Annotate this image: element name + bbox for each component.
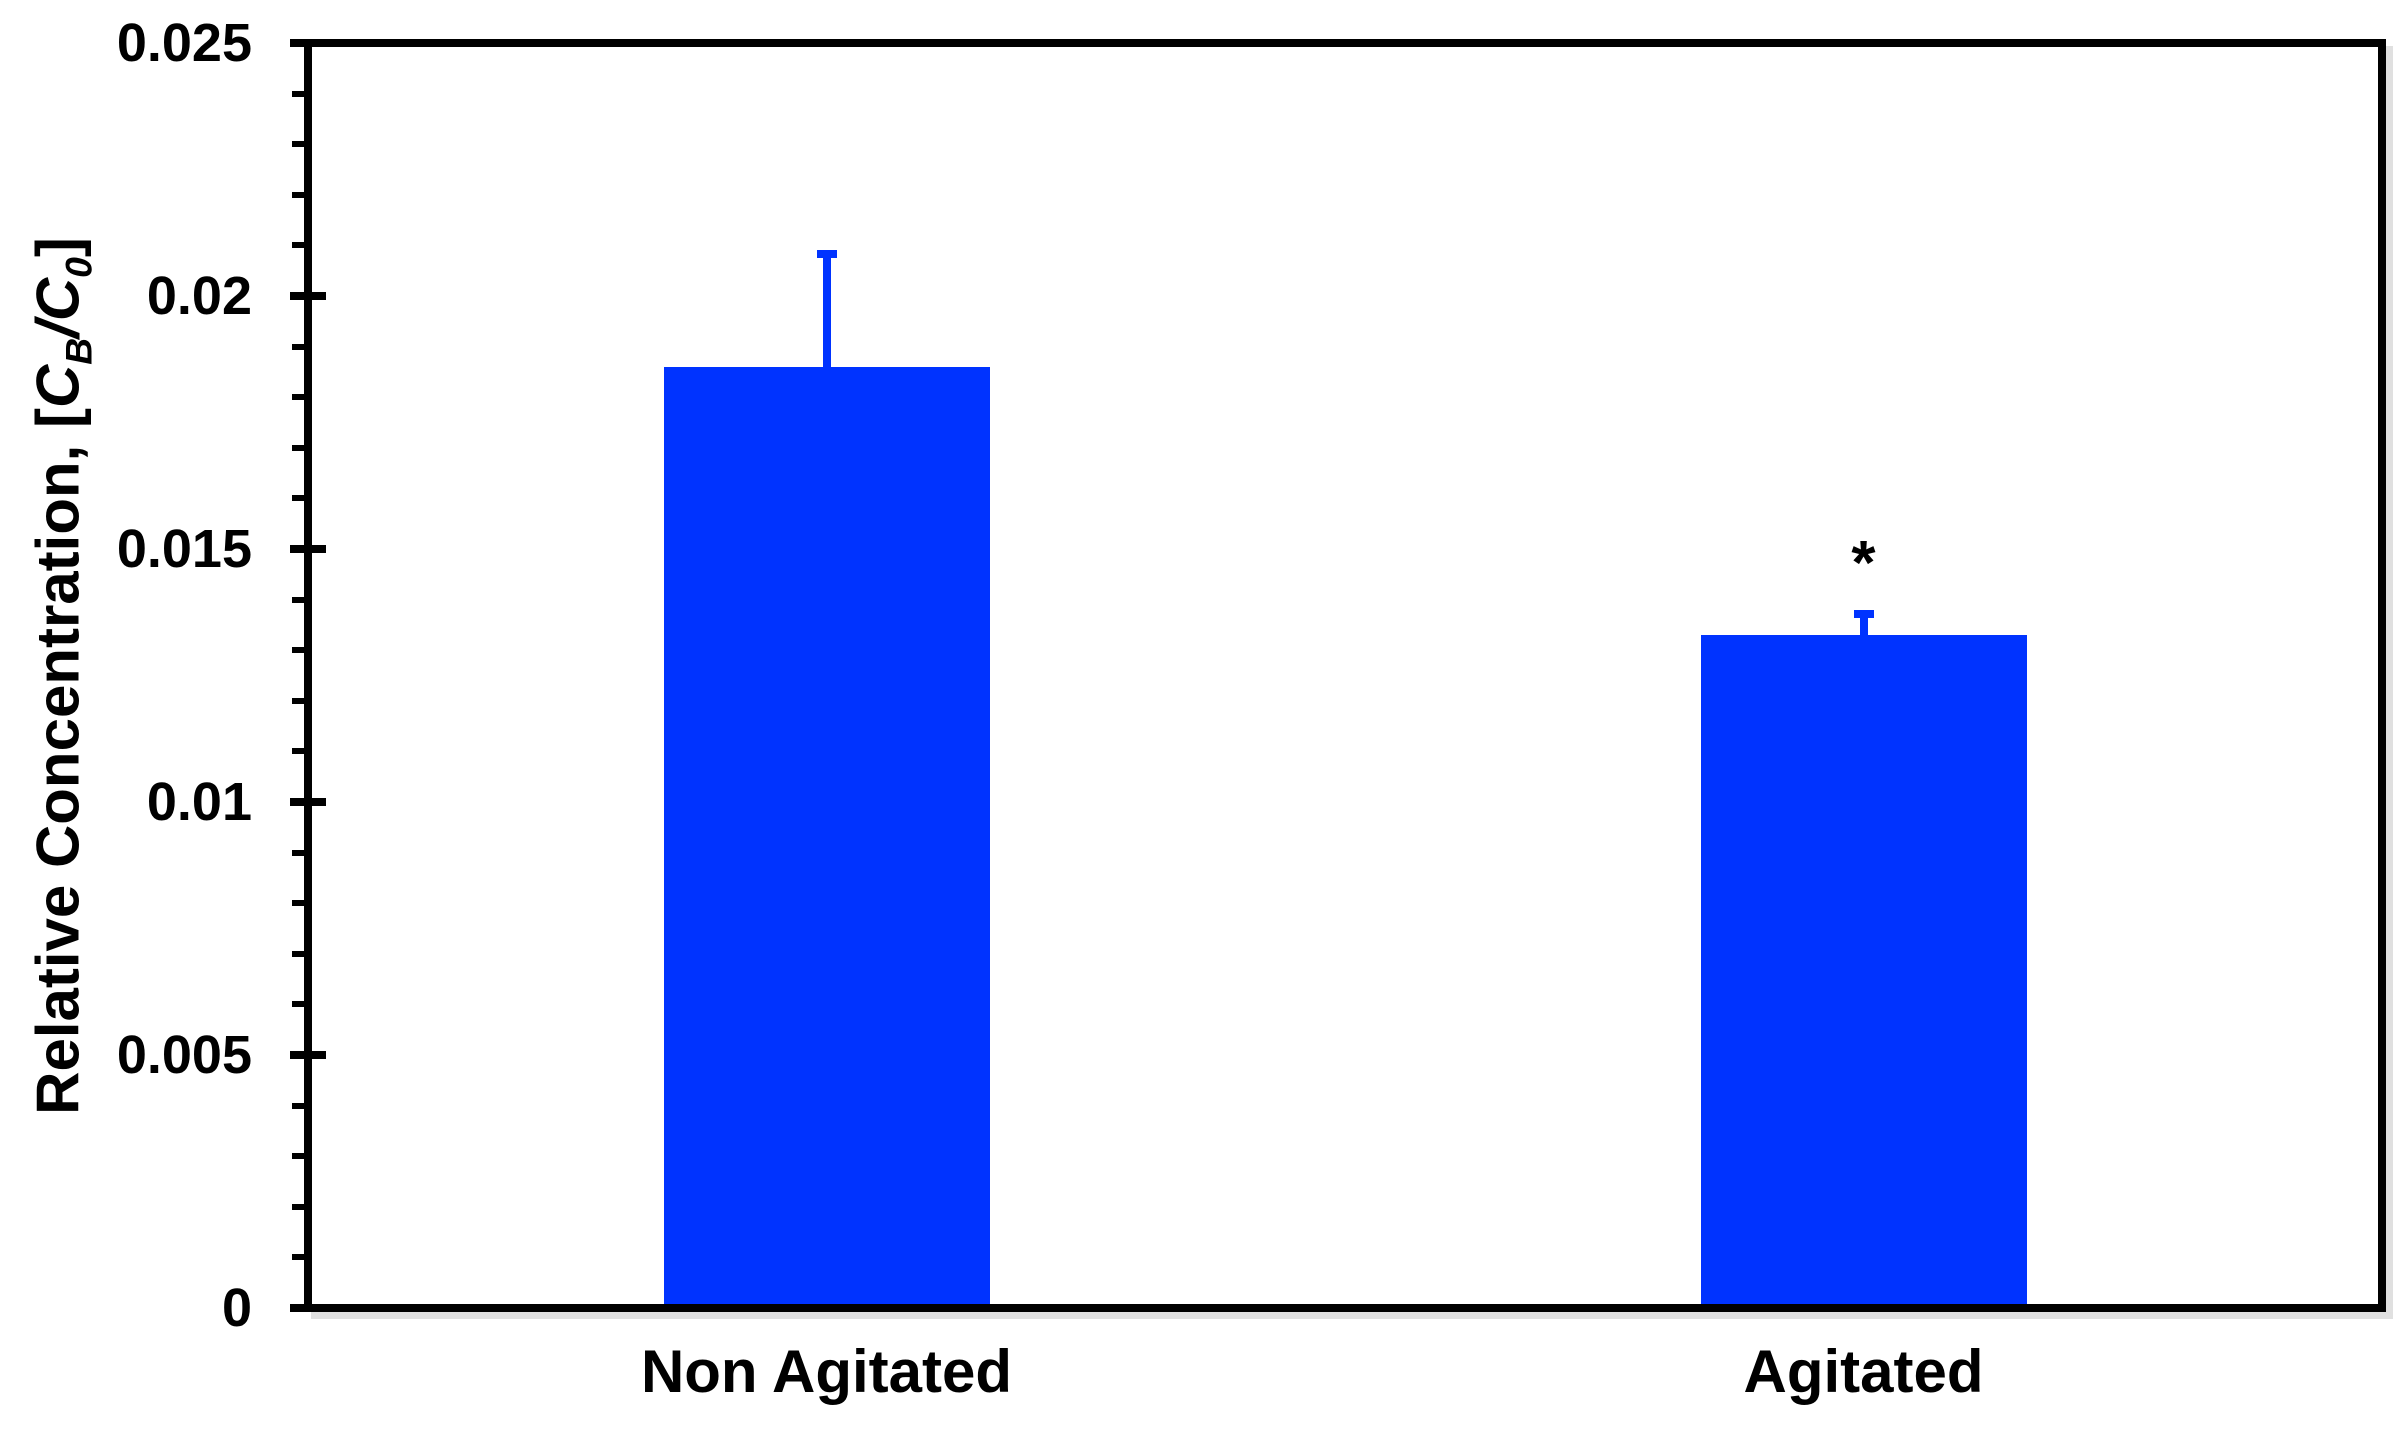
- y-axis-title-c1: C: [24, 364, 92, 409]
- y-tick-major: [290, 545, 326, 553]
- y-tick-minor: [292, 1102, 308, 1109]
- y-tick-label: 0.01: [146, 772, 252, 832]
- y-tick-minor: [292, 900, 308, 907]
- y-tick-minor: [292, 950, 308, 957]
- y-tick-minor: [292, 394, 308, 401]
- y-tick-minor: [292, 1254, 308, 1261]
- y-tick-minor: [292, 1001, 308, 1008]
- y-tick-label: 0.015: [116, 519, 252, 579]
- y-tick-minor: [292, 495, 308, 502]
- y-axis-title-sub-b: B: [57, 337, 100, 365]
- y-tick-minor: [292, 596, 308, 603]
- y-tick-minor: [292, 141, 308, 148]
- y-tick-major: [290, 798, 326, 806]
- y-tick-label: 0: [221, 1278, 252, 1338]
- y-tick-major: [290, 292, 326, 300]
- y-tick-minor: [292, 697, 308, 704]
- error-bar-stem: [1859, 609, 1868, 636]
- bar: [1700, 635, 2027, 1308]
- y-tick-minor: [292, 1153, 308, 1160]
- y-tick-major: [290, 1051, 326, 1059]
- y-tick-major: [290, 1304, 326, 1312]
- y-tick-minor: [292, 191, 308, 198]
- y-axis-title-suffix: ]: [24, 237, 92, 258]
- y-tick-minor: [292, 444, 308, 451]
- y-tick-minor: [292, 90, 308, 97]
- error-bar-stem: [822, 250, 831, 367]
- error-bar-cap: [816, 250, 837, 259]
- bar: [663, 366, 990, 1308]
- y-tick-minor: [292, 1203, 308, 1210]
- y-tick-major: [290, 39, 326, 47]
- y-axis-title-c2: C: [24, 277, 92, 322]
- y-tick-minor: [292, 647, 308, 654]
- category-label: Agitated: [1743, 1338, 1984, 1405]
- y-tick-label: 0.025: [116, 13, 252, 73]
- y-axis-title-prefix: Relative Concentration, [: [24, 408, 92, 1115]
- y-tick-label: 0.02: [146, 266, 252, 326]
- y-tick-minor: [292, 242, 308, 249]
- y-axis-title: Relative Concentration, [CB/C0]: [24, 237, 100, 1115]
- plot-frame: [304, 39, 2386, 1312]
- y-axis-title-sub-0: 0: [57, 257, 100, 278]
- y-tick-label: 0.005: [116, 1025, 252, 1085]
- y-tick-minor: [292, 748, 308, 755]
- category-label: Non Agitated: [640, 1338, 1013, 1405]
- y-axis-title-slash: /: [24, 321, 92, 338]
- y-tick-minor: [292, 849, 308, 856]
- y-tick-minor: [292, 343, 308, 350]
- error-bar-cap: [1853, 609, 1874, 618]
- significance-asterisk: *: [1851, 528, 1876, 598]
